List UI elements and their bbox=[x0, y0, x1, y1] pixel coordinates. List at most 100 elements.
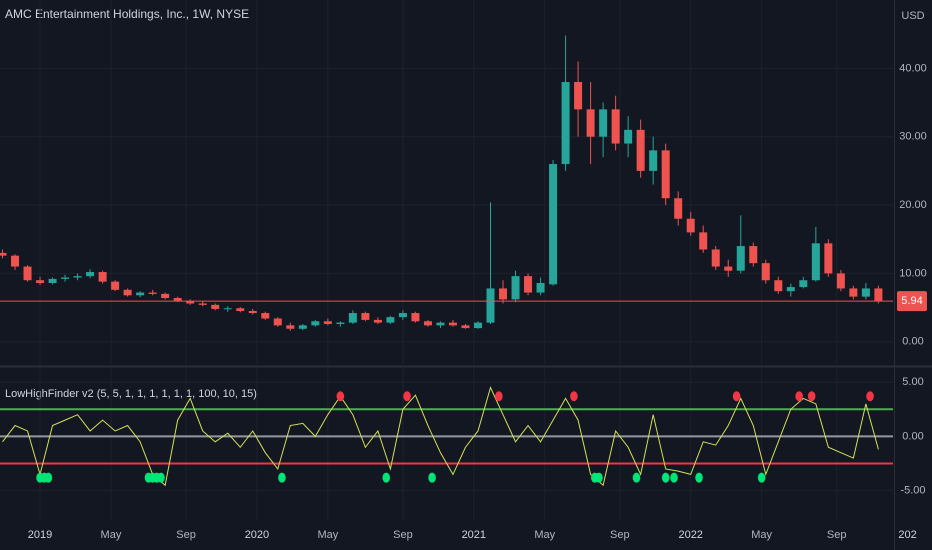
high-signal bbox=[795, 391, 803, 402]
candle-body bbox=[499, 288, 508, 300]
candle-body bbox=[23, 266, 32, 281]
candle-body bbox=[161, 293, 170, 299]
candle-body bbox=[423, 321, 432, 326]
candle-body bbox=[86, 272, 95, 277]
candle-body bbox=[699, 232, 708, 250]
y-tick-label: 20.00 bbox=[899, 199, 927, 211]
candle-body bbox=[361, 313, 370, 320]
candle-body bbox=[273, 318, 282, 326]
candle-body bbox=[661, 150, 670, 199]
x-tick-label: Sep bbox=[610, 529, 630, 541]
candle-body bbox=[411, 313, 420, 322]
y-tick-label: 0.00 bbox=[902, 430, 923, 442]
high-signal bbox=[336, 391, 345, 402]
x-tick-label: 2021 bbox=[462, 529, 486, 541]
x-tick-label: Sep bbox=[393, 529, 413, 541]
candle-body bbox=[536, 282, 545, 293]
candle-body bbox=[586, 109, 595, 137]
last-price-box bbox=[897, 291, 927, 312]
candle-body bbox=[298, 325, 307, 329]
x-tick-label: May bbox=[534, 529, 555, 541]
candle-body bbox=[336, 322, 345, 324]
candle-body bbox=[311, 321, 320, 326]
low-signal bbox=[157, 472, 165, 483]
candle-body bbox=[0, 252, 7, 256]
candle-body bbox=[549, 164, 558, 285]
candle-body bbox=[874, 288, 883, 302]
oscillator-line bbox=[2, 386, 879, 487]
candle-body bbox=[148, 292, 157, 294]
y-tick-label: 5.00 bbox=[902, 376, 923, 388]
candle-body bbox=[323, 321, 332, 324]
candle-body bbox=[111, 281, 120, 290]
candle-body bbox=[636, 129, 645, 171]
candle-body bbox=[211, 304, 220, 309]
candle-body bbox=[348, 313, 357, 323]
candle-body bbox=[11, 255, 20, 267]
x-tick-label: May bbox=[101, 529, 122, 541]
candle-body bbox=[736, 246, 745, 271]
candle-body bbox=[173, 298, 182, 301]
low-signal bbox=[595, 472, 603, 483]
chart-title: AMC Entertainment Holdings, Inc., 1W, NY… bbox=[5, 7, 249, 21]
low-signal bbox=[278, 472, 286, 483]
high-signal bbox=[866, 391, 874, 402]
candle-body bbox=[36, 280, 45, 283]
candle-body bbox=[223, 308, 232, 310]
candle-body bbox=[198, 303, 207, 305]
high-signal bbox=[495, 391, 503, 402]
y-tick-label: 40.00 bbox=[899, 62, 927, 74]
currency-label: USD bbox=[901, 10, 924, 22]
x-tick-label: 2022 bbox=[678, 529, 702, 541]
candle-body bbox=[649, 150, 658, 171]
last-price-label: 5.94 bbox=[901, 295, 922, 307]
candle-body bbox=[774, 280, 783, 292]
candle-body bbox=[61, 277, 70, 279]
candle-body bbox=[749, 246, 758, 264]
x-tick-label: May bbox=[751, 529, 772, 541]
high-signal bbox=[807, 391, 816, 402]
candle-body bbox=[686, 218, 695, 233]
indicator-title: LowHighFinder v2 (5, 5, 1, 1, 1, 1, 1, 1… bbox=[5, 388, 257, 400]
y-tick-label: -5.00 bbox=[900, 485, 925, 497]
low-signal bbox=[670, 472, 678, 483]
y-tick-label: 30.00 bbox=[899, 131, 927, 143]
x-tick-label: 2020 bbox=[245, 529, 269, 541]
low-signal bbox=[661, 472, 670, 483]
candle-body bbox=[486, 288, 495, 323]
low-signal bbox=[44, 472, 53, 483]
candle-body bbox=[236, 308, 245, 312]
candle-body bbox=[624, 129, 633, 144]
candle-body bbox=[599, 109, 608, 137]
candle-body bbox=[461, 325, 470, 329]
candle-body bbox=[261, 313, 270, 319]
candle-body bbox=[674, 198, 683, 219]
candle-body bbox=[724, 266, 733, 271]
candle-body bbox=[511, 276, 520, 300]
candle-body bbox=[186, 300, 195, 304]
candle-body bbox=[48, 278, 57, 283]
y-tick-label: 0.00 bbox=[902, 336, 923, 348]
x-tick-label: 2019 bbox=[28, 529, 52, 541]
candle-body bbox=[73, 276, 82, 278]
candle-body bbox=[98, 272, 107, 282]
candle-body bbox=[386, 317, 395, 323]
candle-body bbox=[398, 313, 407, 318]
low-signal bbox=[757, 472, 766, 483]
candle-body bbox=[799, 280, 808, 288]
candle-body bbox=[524, 276, 533, 293]
candle-body bbox=[824, 243, 833, 274]
low-signal bbox=[428, 472, 436, 483]
candle-body bbox=[849, 288, 858, 297]
candle-body bbox=[761, 263, 770, 281]
candle-body bbox=[136, 292, 145, 296]
candle-body bbox=[123, 289, 132, 296]
y-tick-label: 10.00 bbox=[899, 267, 927, 279]
candle-body bbox=[574, 82, 583, 110]
high-signal bbox=[570, 391, 578, 402]
high-signal bbox=[403, 391, 411, 402]
high-signal bbox=[732, 391, 741, 402]
